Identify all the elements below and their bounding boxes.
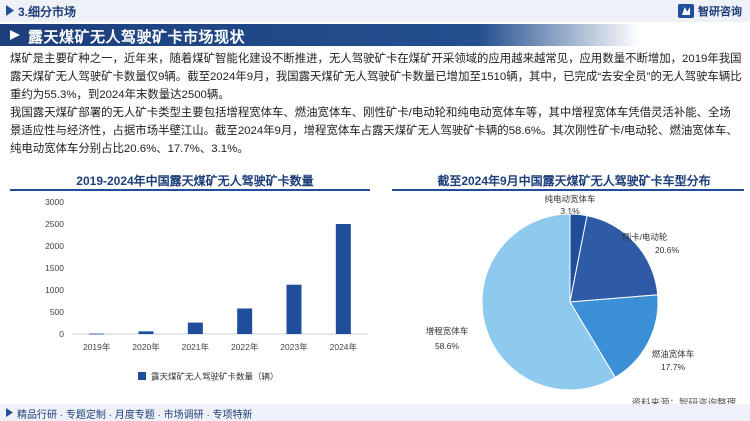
y-tick-label: 2000: [45, 241, 64, 251]
brand-name: 智研咨询: [698, 6, 742, 18]
footer: 精品行研 · 专题定制 · 月度专题 · 市场调研 · 专项特新: [0, 404, 750, 421]
page-heading: 露天煤矿无人驾驶矿卡市场现状: [28, 29, 246, 46]
footer-arrow-icon: [6, 408, 13, 417]
section-arrow-icon: [6, 5, 14, 16]
brand-logo-icon: [678, 4, 694, 18]
x-tick-label: 2023年: [280, 342, 308, 352]
pie-chart-title: 截至2024年9月中国露天煤矿无人驾驶矿卡车型分布: [437, 174, 711, 188]
slice-value-label: 17.7%: [661, 362, 686, 372]
legend-label: 露天煤矿无人驾驶矿卡数量（辆）: [151, 372, 279, 382]
pie-title-underline: [392, 189, 744, 191]
bar-chart-title: 2019-2024年中国露天煤矿无人驾驶矿卡数量: [76, 174, 314, 188]
bar: [89, 333, 105, 335]
source-note: 资料来源：智研咨询整理: [631, 395, 736, 409]
y-tick-label: 2500: [45, 219, 64, 229]
x-tick-label: 2020年: [132, 342, 160, 352]
legend-swatch: [138, 372, 146, 380]
y-tick-label: 3000: [45, 197, 64, 207]
pie-slice: [569, 215, 659, 303]
y-tick-label: 1000: [45, 285, 64, 295]
body-text: 煤矿是主要矿种之一，近年来，随着煤矿智能化建设不断推进，无人驾驶矿卡在煤矿开采领…: [10, 50, 742, 158]
brand: 智研咨询: [678, 3, 742, 19]
x-tick-label: 2019年: [83, 342, 111, 352]
bar: [237, 308, 253, 334]
section-title: 3.细分市场: [18, 5, 77, 19]
slice-name-label: 增程宽体车: [426, 326, 469, 336]
bar: [138, 331, 154, 334]
pie-slice: [481, 213, 616, 391]
y-tick-label: 1500: [45, 263, 64, 273]
y-tick-label: 0: [59, 329, 64, 339]
bar: [335, 224, 351, 334]
pie-chart: 纯电动宽体车 3.1% 刚卡/电动轮 20.6% 燃油宽体车 17.7% 增程宽体车 58.6…: [426, 194, 695, 391]
pie-slice: [569, 294, 659, 379]
x-tick-label: 2021年: [182, 342, 210, 352]
x-tick-label: 2022年: [231, 342, 259, 352]
slice-name-label: 燃油宽体车: [652, 349, 695, 359]
x-tick-label: 2024年: [330, 342, 358, 352]
bar-chart: 0 500 1000 1500 2000 2500 3000 2019年 2020年 2021年 2…: [45, 197, 368, 382]
heading-banner: 露天煤矿无人驾驶矿卡市场现状: [0, 24, 640, 46]
footer-tagline: 精品行研 · 专题定制 · 月度专题 · 市场调研 · 专项特新: [17, 410, 253, 421]
slice-value-label: 3.1%: [560, 206, 580, 216]
top-bar: 3.细分市场 智研咨询: [0, 0, 750, 22]
paragraph: 煤矿是主要矿种之一，近年来，随着煤矿智能化建设不断推进，无人驾驶矿卡在煤矿开采领…: [10, 53, 742, 101]
slice-name-label: 刚卡/电动轮: [623, 232, 668, 242]
slice-name-label: 纯电动宽体车: [544, 194, 595, 204]
slice-value-label: 20.6%: [655, 245, 680, 255]
bar-title-underline: [10, 189, 370, 191]
y-tick-label: 500: [50, 307, 64, 317]
heading-arrow-icon: [10, 30, 20, 40]
paragraph: 我国露天煤矿部署的无人矿卡类型主要包括增程宽体车、燃油宽体车、刚性矿卡/电动轮和…: [10, 107, 738, 155]
slice-value-label: 58.6%: [435, 341, 460, 351]
bar: [286, 284, 302, 334]
bar: [187, 322, 203, 334]
